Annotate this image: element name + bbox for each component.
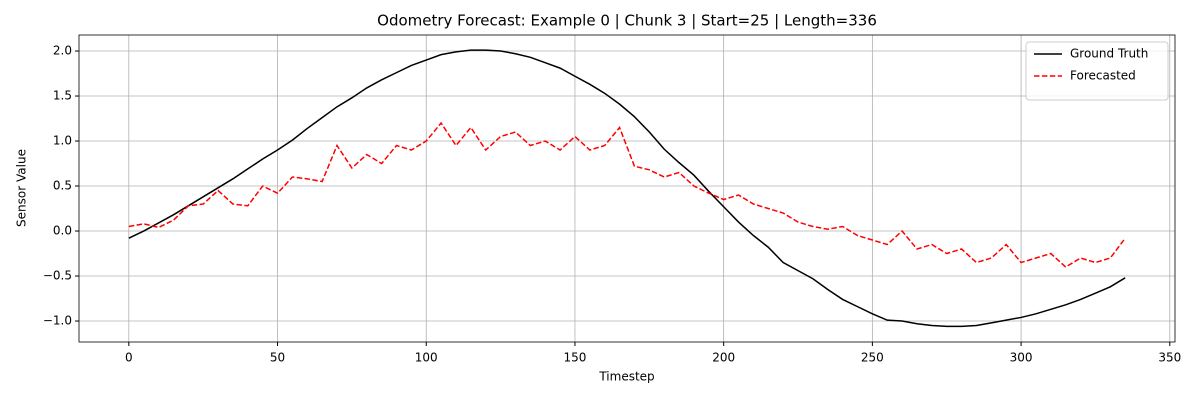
x-axis-label: Timestep <box>598 370 654 384</box>
x-tick-label: 300 <box>1010 351 1033 365</box>
legend-label: Forecasted <box>1070 69 1136 83</box>
x-tick-label: 150 <box>563 351 586 365</box>
legend: Ground Truth Forecasted <box>1025 41 1169 101</box>
chart-title: Odometry Forecast: Example 0 | Chunk 3 |… <box>377 12 877 30</box>
x-tick-label: 350 <box>1158 351 1181 365</box>
y-tick-label: 0.5 <box>53 179 72 193</box>
y-axis-label: Sensor Value <box>15 149 29 227</box>
x-tick-label: 100 <box>415 351 438 365</box>
data-line <box>128 49 1126 328</box>
y-tick-label: −1.0 <box>43 314 72 328</box>
y-tick-label: 0.0 <box>53 224 72 238</box>
x-tick-label: 200 <box>712 351 735 365</box>
legend-label: Ground Truth <box>1070 47 1148 61</box>
legend-box <box>1025 41 1169 101</box>
data-line <box>128 121 1126 268</box>
y-tick-label: 1.5 <box>53 89 72 103</box>
x-tick-label: 250 <box>861 351 884 365</box>
y-tick-label: 1.0 <box>53 134 72 148</box>
y-tick-label: −0.5 <box>43 269 72 283</box>
plot-frame <box>78 34 1176 343</box>
x-tick-label: 0 <box>125 351 133 365</box>
x-tick-label: 50 <box>270 351 285 365</box>
y-tick-label: 2.0 <box>53 44 72 58</box>
